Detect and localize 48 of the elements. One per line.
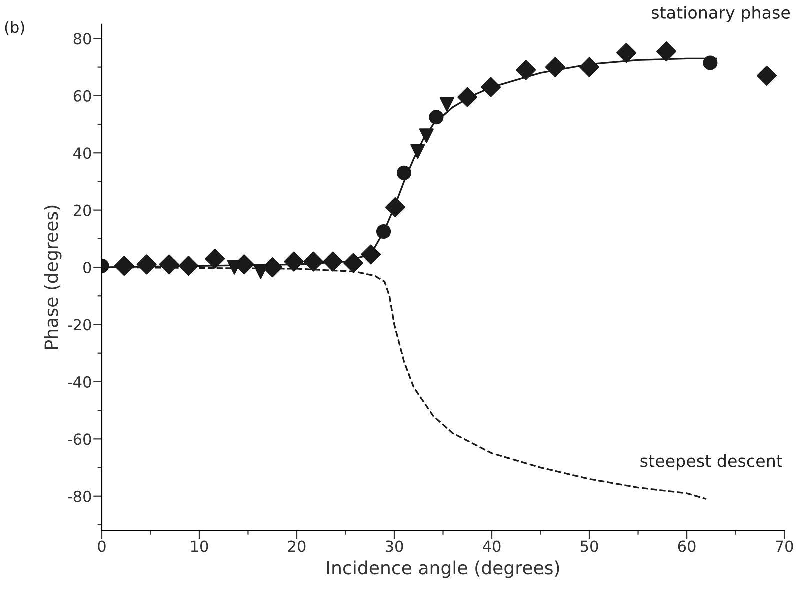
point	[440, 97, 454, 112]
x-tick-label: 60	[678, 540, 696, 552]
point	[580, 57, 600, 78]
point	[361, 244, 382, 265]
x-axis-title: Incidence angle (degrees)	[327, 560, 560, 578]
point	[385, 197, 406, 218]
text: (b)	[5, 21, 24, 35]
x-tick-label: 20	[288, 540, 306, 552]
x-tick-label: 70	[776, 540, 794, 552]
y-tick-label: 80	[74, 33, 92, 45]
point	[545, 57, 566, 78]
point	[410, 144, 426, 159]
x-tick-label: 40	[483, 540, 501, 552]
point	[376, 224, 392, 240]
point	[396, 166, 412, 180]
point	[516, 60, 536, 80]
y-tick-label: 60	[74, 90, 92, 102]
y-tick-label: 20	[74, 204, 92, 216]
point	[481, 77, 502, 98]
point	[756, 66, 777, 86]
text: stationary phase	[652, 6, 790, 22]
x-tick-label: 0	[98, 540, 106, 552]
point	[178, 256, 199, 276]
point	[458, 87, 478, 108]
y-axis-title: Phase (degrees)	[44, 206, 62, 349]
point	[284, 252, 304, 272]
annotation: steepest descent	[640, 454, 783, 471]
point	[136, 254, 157, 275]
point	[304, 252, 324, 272]
point	[419, 128, 434, 144]
y-tick-label: -80	[68, 490, 92, 502]
point	[344, 253, 364, 274]
point	[616, 42, 637, 64]
point	[656, 42, 677, 62]
point	[205, 248, 226, 269]
x-tick-label: 10	[191, 540, 208, 552]
y-tick-label: -60	[68, 434, 92, 446]
y-tick-label: -20	[68, 319, 92, 331]
y-tick-label: 40	[74, 148, 92, 160]
y-tick-label: -40	[68, 376, 92, 388]
point	[159, 254, 180, 275]
x-tick-label: 50	[580, 540, 598, 552]
point	[703, 56, 718, 70]
point	[114, 256, 134, 276]
point	[429, 110, 444, 125]
x-tick-label: 30	[386, 540, 404, 552]
y-tick-label: 0	[84, 262, 92, 274]
point	[323, 252, 344, 272]
